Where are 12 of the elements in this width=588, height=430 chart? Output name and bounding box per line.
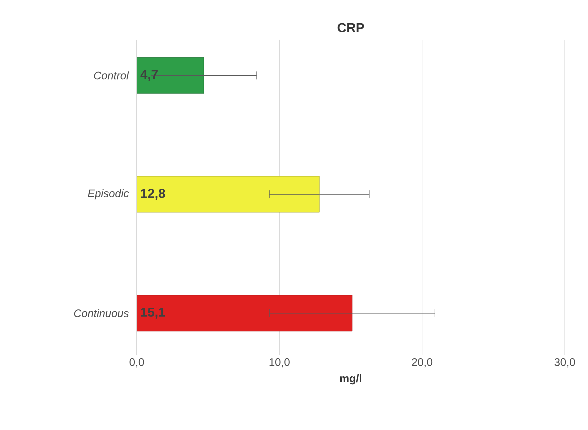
x-axis-title: mg/l <box>340 374 362 385</box>
data-label: 15,1 <box>141 308 166 319</box>
y-tick-label: Continuous <box>74 309 129 318</box>
x-tick-label: 30,0 <box>554 358 576 368</box>
y-tick-label: Episodic <box>88 189 130 200</box>
x-tick-label: 0,0 <box>130 358 144 368</box>
x-tick-label: 20,0 <box>412 358 433 368</box>
data-label: 12,8 <box>141 189 166 200</box>
x-tick-label: 10,0 <box>270 358 290 368</box>
y-tick-label: Control <box>94 72 130 80</box>
data-label: 4,7 <box>140 70 158 82</box>
chart-title: CRP <box>338 23 364 32</box>
